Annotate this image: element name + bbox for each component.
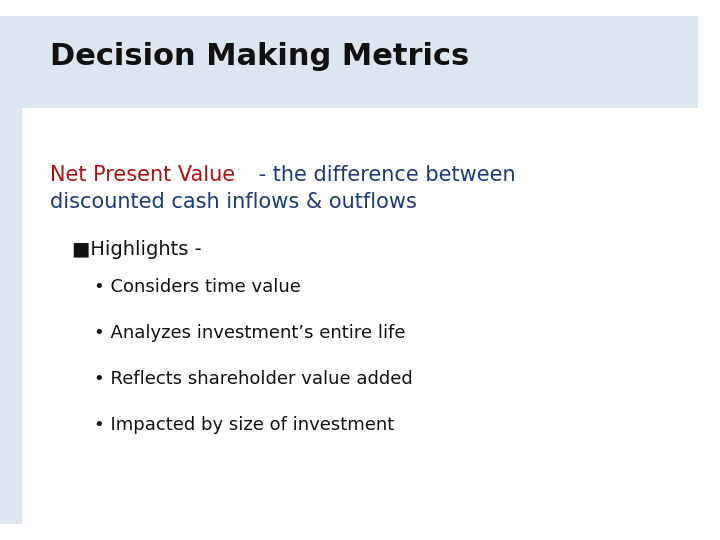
Text: • Analyzes investment’s entire life: • Analyzes investment’s entire life xyxy=(94,324,405,342)
Text: • Reflects shareholder value added: • Reflects shareholder value added xyxy=(94,370,413,388)
Text: • Impacted by size of investment: • Impacted by size of investment xyxy=(94,416,394,434)
Text: ■Highlights -: ■Highlights - xyxy=(72,240,202,259)
Text: Decision Making Metrics: Decision Making Metrics xyxy=(50,42,469,71)
Text: - the difference between: - the difference between xyxy=(252,165,516,185)
Text: • Considers time value: • Considers time value xyxy=(94,278,300,296)
Text: Net Present Value: Net Present Value xyxy=(50,165,235,185)
Text: discounted cash inflows & outflows: discounted cash inflows & outflows xyxy=(50,192,418,212)
